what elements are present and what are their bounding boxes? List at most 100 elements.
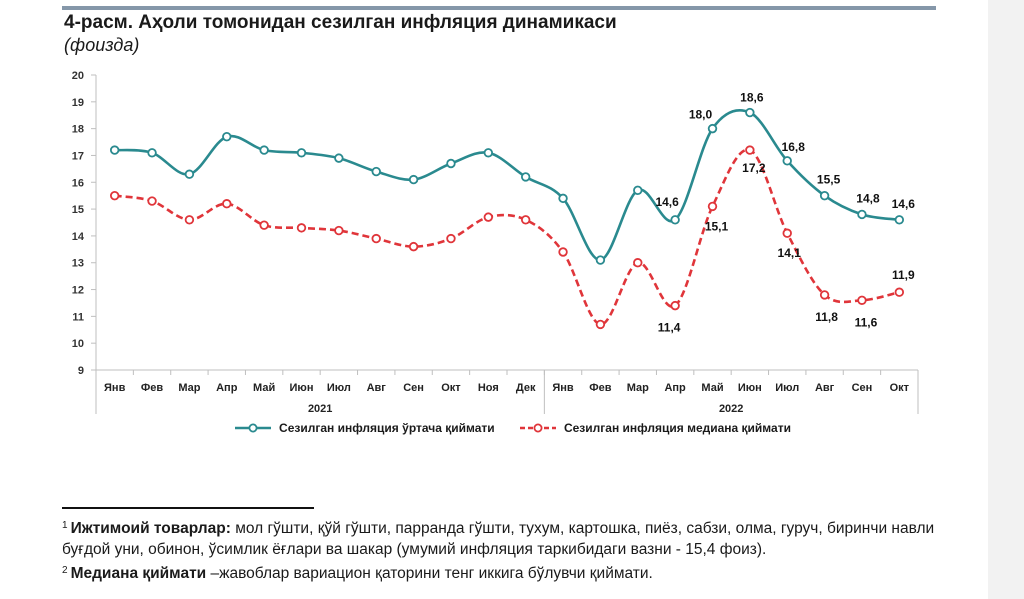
median-data-label: 14,1	[778, 246, 802, 260]
median-point	[894, 287, 905, 297]
median-point	[520, 215, 531, 225]
series-median-line	[114, 148, 900, 326]
median-point	[595, 319, 606, 330]
chart-subtitle: (фоизда)	[64, 35, 140, 55]
mean-point	[558, 193, 568, 204]
median-point	[707, 201, 718, 212]
y-tick-label: 18	[72, 124, 84, 136]
footnote-1: 1 Ижтимоий товарлар: мол гўшти, қўй гўшти…	[62, 520, 935, 558]
mean-point	[595, 255, 606, 265]
mean-point	[670, 215, 680, 225]
median-data-label: 11,8	[815, 310, 838, 324]
y-tick-label: 14	[72, 231, 85, 243]
legend-item-mean: Сезилган инфляция ўртача қиймати	[233, 421, 495, 435]
median-data-label: 17,2	[742, 161, 766, 175]
y-tick-label: 17	[72, 150, 84, 162]
median-point	[819, 290, 830, 300]
mean-point	[184, 169, 195, 179]
x-tick-label: Май	[701, 382, 723, 394]
x-tick-label: Мар	[627, 382, 649, 394]
y-tick-label: 10	[72, 338, 84, 350]
median-point	[633, 258, 643, 268]
mean-data-label: 14,6	[655, 195, 679, 209]
y-tick-label: 16	[72, 177, 84, 189]
footnote-rule	[62, 507, 314, 509]
series-mean-line	[114, 108, 900, 262]
median-point	[782, 228, 792, 238]
mean-point	[147, 148, 157, 158]
chart-title: 4-расм. Аҳоли томонидан сезилган инфляци…	[64, 12, 617, 33]
median-point	[334, 225, 344, 236]
median-point	[296, 223, 307, 233]
chart-legend: Сезилган инфляция ўртача қиймати Сезилга…	[0, 421, 1024, 437]
median-point	[222, 199, 232, 209]
x-tick-label: Окт	[441, 382, 461, 394]
x-tick-label: Янв	[104, 382, 126, 394]
median-point	[745, 145, 755, 155]
mean-point	[334, 153, 344, 163]
y-tick-label: 12	[72, 285, 84, 297]
median-data-label: 11,6	[855, 315, 878, 329]
median-point	[558, 247, 568, 257]
y-tick-label: 11	[72, 311, 84, 323]
y-tick-label: 19	[72, 97, 84, 109]
mean-point	[222, 131, 232, 142]
mean-point	[446, 158, 456, 169]
x-tick-label: Ноя	[478, 382, 499, 394]
x-tick-label: Сен	[852, 382, 873, 394]
x-tick-label: Авг	[367, 382, 387, 394]
mean-point	[707, 123, 718, 134]
x-tick-label: Июл	[775, 382, 799, 394]
legend-mean-line-icon	[235, 423, 272, 433]
mean-point	[408, 174, 419, 185]
mean-data-label: 18,6	[740, 91, 764, 105]
year-label: 2022	[719, 403, 743, 415]
x-tick-label: Июн	[290, 382, 314, 394]
median-point	[483, 212, 494, 222]
y-tick-label: 13	[72, 258, 84, 270]
median-point	[259, 220, 269, 230]
x-tick-label: Апр	[216, 382, 238, 394]
median-point	[147, 196, 157, 206]
mean-point	[296, 148, 307, 158]
x-tick-label: Дек	[516, 382, 536, 394]
x-tick-label: Янв	[552, 382, 574, 394]
median-point	[408, 241, 419, 252]
mean-data-label: 14,6	[892, 197, 916, 211]
x-tick-label: Май	[253, 382, 275, 394]
mean-point	[819, 190, 830, 201]
x-tick-label: Июн	[738, 382, 762, 394]
x-tick-label: Фев	[589, 382, 612, 394]
x-tick-label: Сен	[403, 382, 424, 394]
mean-point	[745, 107, 755, 118]
legend-median-line-icon	[519, 423, 556, 433]
median-point	[109, 190, 120, 201]
mean-data-label: 15,5	[817, 173, 841, 187]
y-tick-label: 15	[72, 204, 84, 216]
median-point	[184, 215, 195, 225]
chart-data-labels: 14,6 18,0 18,6 16,8 15,5 14,8 14,6 11,4 15,1 17,2…	[655, 91, 915, 335]
median-point	[857, 295, 867, 305]
median-data-label: 11,4	[658, 321, 681, 335]
mean-point	[894, 215, 905, 225]
mean-point	[371, 166, 381, 177]
mean-point	[520, 172, 531, 182]
y-tick-label: 9	[78, 365, 84, 377]
mean-point	[483, 148, 494, 158]
median-point	[670, 300, 680, 311]
x-tick-label: Июл	[327, 382, 351, 394]
legend-label-median: Сезилган инфляция медиана қиймати	[563, 421, 791, 435]
mean-point	[857, 209, 867, 220]
x-tick-label: Апр	[664, 382, 686, 394]
mean-point	[109, 145, 120, 155]
legend-label-mean: Сезилган инфляция ўртача қиймати	[279, 421, 495, 435]
x-tick-label: Окт	[890, 382, 910, 394]
mean-point	[259, 145, 269, 155]
x-tick-label: Фев	[141, 382, 164, 394]
mean-data-label: 16,8	[782, 140, 806, 154]
chart-points	[109, 107, 905, 330]
mean-point	[782, 156, 792, 166]
line-chart: 9 10 11 12 13 14 15 16 17 18 19 20 Янв Фев Мар Апр Май Ию…	[72, 70, 919, 415]
footnote-2: 2 Медиана қиймати –жавоблар вариацион қат…	[62, 565, 653, 582]
median-data-label: 11,9	[892, 268, 915, 282]
